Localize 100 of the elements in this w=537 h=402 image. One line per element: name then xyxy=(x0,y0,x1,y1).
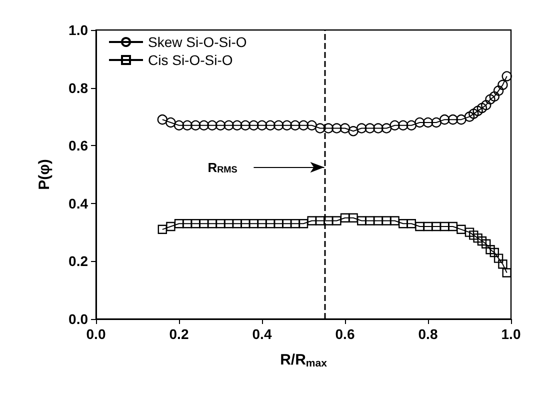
point xyxy=(257,219,267,228)
point xyxy=(166,117,176,128)
point xyxy=(364,123,375,134)
point xyxy=(282,120,292,130)
point xyxy=(232,219,242,228)
point xyxy=(315,123,326,134)
point xyxy=(340,123,350,134)
x-tick-label: 0.6 xyxy=(335,326,355,342)
y-tick-label: 1.0 xyxy=(68,22,88,38)
point xyxy=(208,219,217,228)
point xyxy=(490,248,499,258)
point xyxy=(373,123,384,134)
point xyxy=(199,219,208,228)
point xyxy=(432,222,441,232)
point xyxy=(340,213,350,222)
point xyxy=(324,216,333,226)
point xyxy=(448,222,458,232)
point xyxy=(502,71,512,82)
point xyxy=(348,213,358,222)
point xyxy=(498,80,508,90)
point xyxy=(448,114,458,125)
point xyxy=(348,126,358,136)
point xyxy=(431,117,442,128)
point xyxy=(274,219,284,228)
point xyxy=(274,120,284,130)
point xyxy=(356,123,367,134)
point xyxy=(481,100,492,110)
point xyxy=(494,254,504,263)
y-tick-label: 0.0 xyxy=(68,311,88,327)
point xyxy=(357,216,366,226)
x-tick-label: 0.4 xyxy=(252,326,272,342)
point xyxy=(307,216,316,226)
point xyxy=(468,108,479,119)
point xyxy=(298,219,308,228)
point xyxy=(282,219,292,228)
point xyxy=(406,120,416,130)
y-tick-label: 0.4 xyxy=(68,195,88,212)
legend-label: Cis Si-O-Si-O xyxy=(148,52,233,68)
point xyxy=(191,219,200,228)
point xyxy=(298,120,309,130)
x-tick-label: 0.0 xyxy=(86,326,106,342)
point xyxy=(182,219,192,228)
point xyxy=(390,216,400,226)
point xyxy=(215,120,226,130)
point xyxy=(265,120,276,130)
point xyxy=(422,117,434,128)
point xyxy=(290,120,300,130)
point xyxy=(256,120,268,130)
point xyxy=(248,120,259,130)
point xyxy=(456,114,466,125)
y-tick-label: 0.2 xyxy=(68,253,88,270)
point xyxy=(415,222,424,232)
point xyxy=(374,216,383,226)
point xyxy=(290,219,300,228)
point xyxy=(332,216,342,226)
point xyxy=(198,120,209,130)
point xyxy=(232,120,242,130)
point xyxy=(390,120,400,130)
point xyxy=(498,259,508,269)
y-tick-label: 0.6 xyxy=(68,138,88,154)
point xyxy=(216,219,226,228)
x-tick-label: 0.8 xyxy=(418,326,438,342)
point xyxy=(477,236,487,246)
point xyxy=(485,94,496,104)
point xyxy=(190,120,201,130)
x-tick-label: 0.2 xyxy=(169,326,189,342)
point xyxy=(174,120,184,130)
legend-label: Skew Si-O-Si-O xyxy=(148,34,247,50)
point xyxy=(224,219,234,228)
point xyxy=(493,86,504,96)
point xyxy=(207,120,218,130)
point xyxy=(406,219,416,228)
point xyxy=(440,114,450,125)
point xyxy=(423,222,433,232)
point xyxy=(482,239,491,248)
y-tick-label: 0.8 xyxy=(68,80,88,96)
y-axis-title: P(φ) xyxy=(36,159,53,190)
point xyxy=(398,120,408,130)
point xyxy=(502,268,512,278)
point xyxy=(182,120,192,130)
point xyxy=(486,245,495,254)
point xyxy=(157,114,168,125)
point xyxy=(464,228,474,237)
point xyxy=(306,120,317,130)
point xyxy=(489,91,500,102)
point xyxy=(332,123,342,134)
point xyxy=(365,216,374,226)
point xyxy=(398,219,408,228)
point xyxy=(414,117,425,128)
point xyxy=(469,230,478,240)
point xyxy=(249,219,258,228)
point xyxy=(464,112,475,122)
point xyxy=(158,224,167,234)
point xyxy=(382,216,392,226)
point xyxy=(224,120,234,130)
point xyxy=(476,102,488,114)
point xyxy=(323,123,334,134)
point xyxy=(440,222,450,232)
point xyxy=(456,224,466,234)
annotation: RRMS xyxy=(208,160,238,175)
